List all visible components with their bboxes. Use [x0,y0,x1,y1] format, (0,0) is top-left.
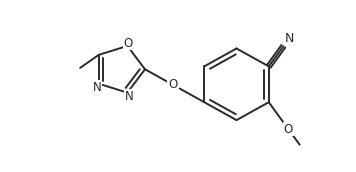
Text: N: N [125,90,134,103]
Text: O: O [124,37,133,50]
Text: O: O [168,78,177,91]
Text: N: N [93,81,101,94]
Text: O: O [284,123,293,136]
Text: N: N [284,32,294,45]
